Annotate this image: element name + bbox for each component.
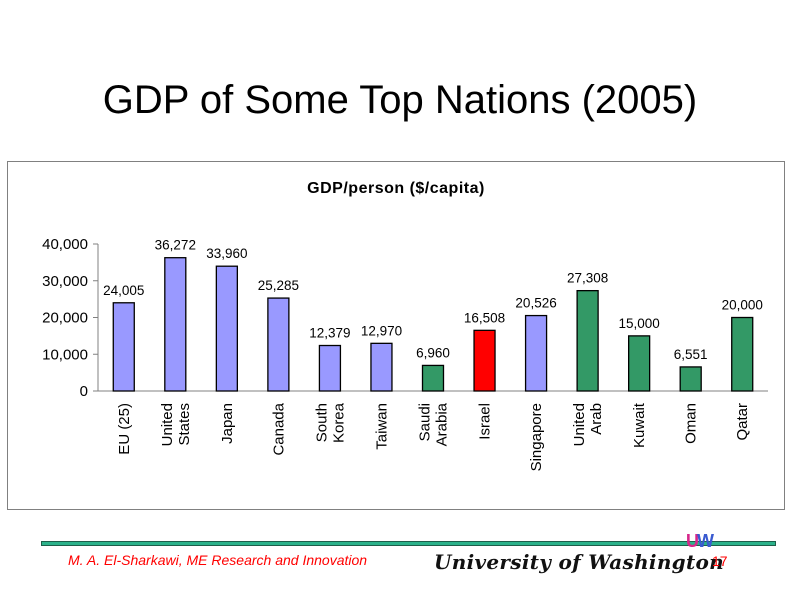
- x-tick-label-line: Canada: [270, 402, 287, 455]
- y-tick-label: 0: [80, 383, 88, 400]
- x-tick-label: Oman: [683, 403, 700, 444]
- page-number: 17: [712, 553, 728, 569]
- bar: [731, 316, 754, 392]
- x-tick-label-line: Qatar: [734, 403, 751, 441]
- y-tick-label: 30,000: [42, 273, 88, 290]
- bar: [112, 302, 135, 392]
- x-tick-label: Japan: [219, 403, 236, 444]
- x-tick-label-line: Korea: [330, 402, 347, 443]
- data-label: 24,005: [103, 283, 144, 298]
- x-tick-label-line: Saudi: [417, 403, 434, 441]
- x-tick-label-line: Israel: [477, 403, 494, 440]
- bar: [679, 366, 702, 392]
- data-label: 33,960: [206, 246, 247, 261]
- data-label: 36,272: [155, 238, 196, 253]
- data-label: 6,960: [416, 345, 450, 360]
- data-label: 16,508: [464, 310, 505, 325]
- x-tick-label-line: Arab: [588, 403, 605, 435]
- x-tick-label: Qatar: [734, 403, 751, 441]
- y-tick-label: 10,000: [42, 346, 88, 363]
- bar: [215, 265, 238, 392]
- x-tick-label-line: Taiwan: [373, 403, 390, 450]
- x-tick-label-line: States: [176, 403, 193, 446]
- x-tick-label-line: Singapore: [528, 403, 545, 471]
- chart-title: GDP/person ($/capita): [307, 180, 485, 197]
- x-tick-label-line: United: [159, 403, 176, 446]
- x-tick-label: EU (25): [116, 403, 133, 455]
- data-label: 6,551: [674, 347, 708, 362]
- y-tick-label: 40,000: [42, 236, 88, 253]
- x-tick-label: United Arab: [571, 403, 605, 446]
- bar: [370, 342, 393, 392]
- bar: [267, 297, 290, 392]
- chart-area: GDP/person ($/capita) 0 10,000 20,000 30,000…: [7, 161, 785, 510]
- data-label: 20,526: [515, 296, 556, 311]
- x-tick-label: Saudi Arabia: [417, 402, 451, 446]
- x-tick-label: Kuwait: [631, 402, 648, 448]
- bar: [318, 344, 342, 392]
- y-tick-label: 20,000: [42, 310, 88, 327]
- x-tick-label-line: Arabia: [434, 402, 451, 446]
- x-tick-label: Taiwan: [373, 403, 390, 450]
- bar: [164, 257, 187, 392]
- x-tick-label: Singapore: [528, 403, 545, 471]
- data-label: 12,970: [361, 323, 402, 338]
- x-tick-label: Canada: [270, 402, 287, 455]
- data-label: 27,308: [567, 271, 608, 286]
- x-tick-label-line: Oman: [683, 403, 700, 444]
- x-tick-label-line: United: [571, 403, 588, 446]
- footer-institution: University of Washington: [434, 550, 724, 574]
- x-tick-label: South Korea: [313, 402, 347, 443]
- bar: [576, 289, 599, 392]
- footer-divider: [41, 541, 776, 546]
- x-tick-label: Israel: [477, 403, 494, 440]
- gdp-bar-chart: GDP/person ($/capita) 0 10,000 20,000 30,000…: [42, 180, 768, 471]
- x-tick-label: United States: [159, 403, 193, 446]
- x-tick-label-line: Japan: [219, 403, 236, 444]
- slide-title: GDP of Some Top Nations (2005): [102, 78, 698, 122]
- bar: [628, 335, 651, 392]
- bar: [473, 329, 496, 392]
- bar: [421, 364, 445, 392]
- x-tick-label-line: Kuwait: [631, 402, 648, 448]
- data-label: 25,285: [258, 278, 299, 293]
- data-label: 20,000: [722, 298, 763, 313]
- bar: [524, 314, 548, 392]
- x-tick-label-line: South: [313, 403, 330, 442]
- data-label: 15,000: [619, 316, 660, 331]
- data-label: 12,379: [309, 326, 350, 341]
- footer-author: M. A. El-Sharkawi, ME Research and Innov…: [68, 552, 368, 568]
- uw-logo-icon: UW: [686, 531, 714, 551]
- x-tick-label-line: EU (25): [116, 403, 133, 455]
